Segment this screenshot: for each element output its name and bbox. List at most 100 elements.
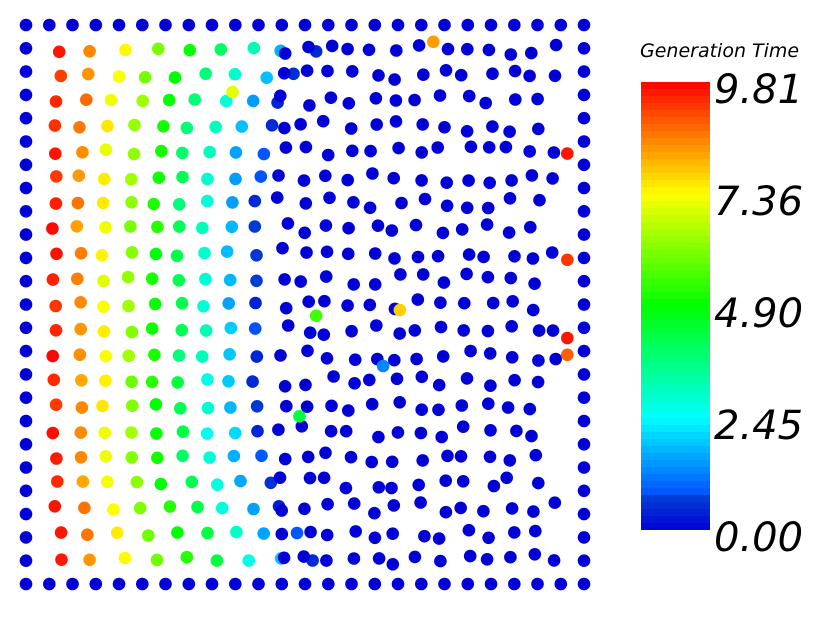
mesh-point [505,174,518,187]
mesh-point [247,41,261,55]
boundary-point [577,344,591,358]
mesh-point [392,141,405,155]
boundary-point [391,18,405,32]
boundary-point [19,88,33,102]
mesh-point [460,201,474,215]
mesh-point [393,327,407,340]
boundary-point [415,577,428,591]
mesh-point [215,501,229,515]
boundary-point [19,181,33,195]
mesh-point [320,245,334,259]
boundary-point [19,42,33,55]
mesh-point [347,497,361,510]
boundary-point [229,577,242,591]
mesh-point [415,370,429,384]
mesh-point [300,246,313,259]
mesh-point [320,528,334,542]
boundary-point [577,554,591,567]
colorbar-band [641,418,710,426]
mesh-point [235,120,249,133]
mesh-point [74,426,88,439]
mesh-point [248,220,262,233]
mesh-point [248,322,262,335]
mesh-point [277,67,291,80]
mesh-point [138,71,152,84]
mesh-point [504,271,518,285]
mesh-point [49,324,63,337]
mesh-point [49,197,63,210]
mesh-point [121,270,135,284]
mesh-point [456,420,470,434]
boundary-point [19,158,33,172]
mesh-point [97,274,110,288]
mesh-point [526,252,540,265]
mesh-point [387,499,401,512]
boundary-point [368,577,382,591]
mesh-point [441,449,454,463]
mesh-point [503,192,517,205]
mesh-point [339,424,353,438]
mesh-point [477,250,490,264]
mesh-point [412,478,426,492]
boundary-point [322,18,335,32]
colorbar-band [641,397,710,405]
mesh-point [110,526,124,539]
mesh-point [281,217,295,230]
colorbar-band [641,348,710,356]
mesh-point [508,373,521,387]
mesh-point [150,427,163,440]
mesh-point [372,481,386,494]
mesh-point [200,427,214,440]
colorbar-band [641,89,710,97]
boundary-point [577,507,591,521]
mesh-point [389,94,403,107]
mesh-point [151,451,164,465]
mesh-point [295,420,309,433]
mesh-point [145,375,159,389]
colorbar-band [641,250,710,258]
mesh-point [524,220,537,234]
mesh-point [294,118,307,131]
mesh-point [274,89,287,103]
mesh-point [320,554,333,567]
mesh-point [372,552,386,565]
mesh-point [46,273,60,286]
mesh-point [319,219,333,232]
boundary-point [275,577,289,591]
boundary-point [322,577,335,591]
mesh-point [298,226,312,240]
mesh-point [391,426,405,439]
mesh-point [505,320,518,333]
mesh-point [463,549,477,563]
mesh-point [500,471,513,485]
mesh-point [432,532,446,545]
mesh-point [434,296,447,310]
mesh-point [151,220,164,234]
mesh-point [149,247,163,261]
mesh-point [278,121,291,135]
mesh-point [481,324,495,338]
mesh-point [52,45,66,59]
boundary-point [531,577,544,591]
colorbar-band [641,404,710,412]
mesh-point [368,531,382,545]
mesh-point [130,475,144,489]
mesh-point [162,93,176,107]
mesh-point [438,121,451,134]
mesh-point [303,99,316,112]
mesh-point [176,449,189,463]
boundary-point [19,438,33,451]
boundary-point [368,18,382,32]
mesh-point [48,500,62,513]
mesh-point [175,296,189,310]
mesh-point [532,476,545,490]
mesh-point [272,423,285,437]
mesh-point [74,322,87,336]
mesh-point [276,241,289,255]
colorbar-band [641,313,710,321]
mesh-point [201,172,214,186]
mesh-point [287,67,300,81]
mesh-point [75,401,89,414]
boundary-point [19,251,33,265]
mesh-point [46,222,59,235]
